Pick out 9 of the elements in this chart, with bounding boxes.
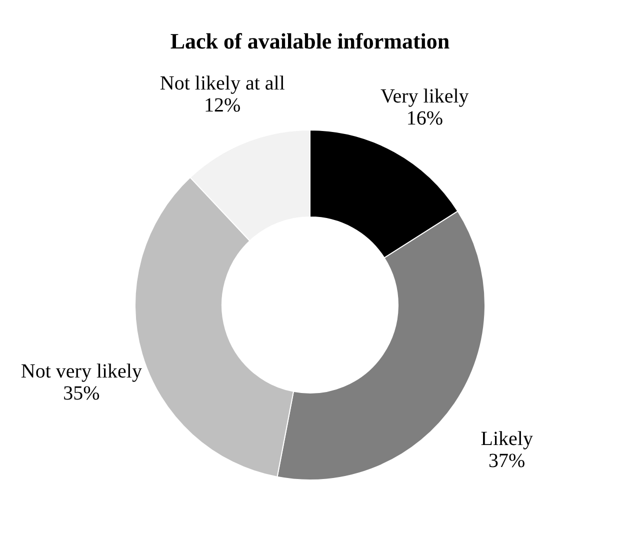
- data-label: 35%: [63, 382, 100, 404]
- data-label: 37%: [488, 450, 526, 472]
- data-label: 12%: [204, 94, 241, 117]
- slice-label: Not very likely: [20, 360, 142, 382]
- slice-label: Likely: [480, 428, 533, 450]
- chart-title: Lack of available information: [170, 28, 450, 54]
- slice-label: Very likely: [380, 85, 469, 108]
- slice-label: Not likely at all: [160, 72, 286, 95]
- data-label: 16%: [406, 107, 443, 130]
